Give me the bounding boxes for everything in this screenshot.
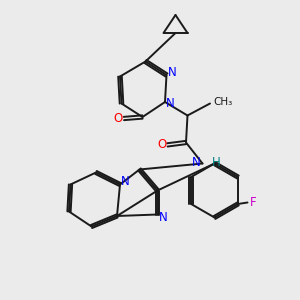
Text: CH₃: CH₃ bbox=[214, 97, 233, 107]
Text: O: O bbox=[114, 112, 123, 125]
Text: N: N bbox=[166, 97, 175, 110]
Text: O: O bbox=[158, 138, 166, 152]
Text: N: N bbox=[158, 211, 167, 224]
Text: N: N bbox=[192, 156, 201, 170]
Text: F: F bbox=[250, 196, 257, 209]
Text: N: N bbox=[167, 66, 176, 79]
Text: H: H bbox=[212, 156, 221, 170]
Text: N: N bbox=[121, 175, 130, 188]
